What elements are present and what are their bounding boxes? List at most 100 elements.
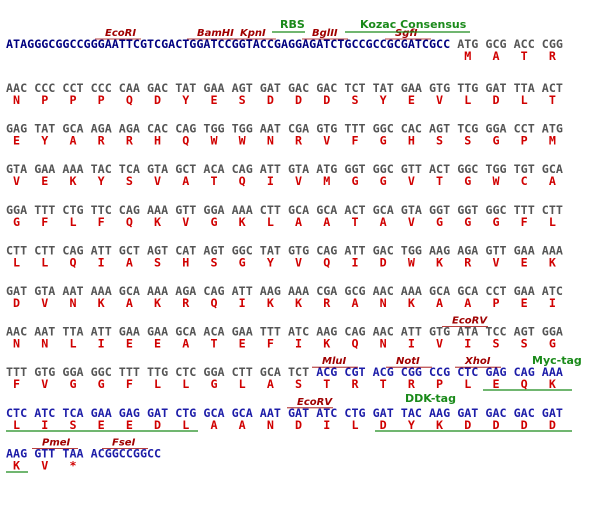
amino-acid: T bbox=[323, 377, 330, 391]
codon: TTG bbox=[457, 81, 478, 95]
codon: CGT bbox=[344, 365, 365, 379]
amino-acid: H bbox=[154, 134, 161, 148]
codon: CAG bbox=[203, 284, 224, 298]
amino-acid: Y bbox=[41, 134, 48, 148]
amino-acid: A bbox=[323, 215, 330, 229]
codon: AAA bbox=[147, 203, 168, 217]
amino-acid: D bbox=[549, 418, 556, 432]
codon: GCA bbox=[429, 284, 450, 298]
codon: AAA bbox=[62, 162, 83, 176]
codon: AAA bbox=[91, 284, 112, 298]
codon: GAA bbox=[119, 325, 140, 339]
codon: TCG bbox=[457, 122, 478, 136]
amino-acid: S bbox=[69, 418, 76, 432]
amino-acid: A bbox=[182, 337, 189, 351]
amino-acid: R bbox=[351, 377, 359, 391]
codon: AAC bbox=[6, 325, 27, 339]
amino-acid: D bbox=[380, 418, 387, 432]
codon: ACA bbox=[203, 325, 224, 339]
amino-acid: K bbox=[69, 174, 76, 188]
codon: TCA bbox=[119, 162, 140, 176]
codon: GGC bbox=[232, 243, 253, 257]
amino-acid: Y bbox=[98, 174, 105, 188]
codon: GGA bbox=[62, 365, 83, 379]
amino-acid: I bbox=[408, 337, 415, 351]
amino-acid: D bbox=[492, 93, 499, 107]
codon: GGA bbox=[485, 122, 506, 136]
amino-acid: R bbox=[182, 296, 190, 310]
amino-acid: E bbox=[521, 296, 528, 310]
amino-acid: H bbox=[182, 255, 189, 269]
codon: AAA bbox=[232, 203, 253, 217]
codon: TCT bbox=[288, 365, 309, 379]
amino-acid: T bbox=[351, 215, 358, 229]
codon: ACG bbox=[316, 365, 337, 379]
codon: GTA bbox=[6, 162, 27, 176]
amino-acid: N bbox=[41, 337, 48, 351]
amino-acid: V bbox=[436, 337, 443, 351]
amino-acid: L bbox=[239, 377, 246, 391]
codon: GAT bbox=[260, 81, 281, 95]
codon: CGA bbox=[316, 284, 337, 298]
amino-acid: M bbox=[549, 134, 556, 148]
amino-acid: A bbox=[239, 418, 246, 432]
amino-acid: V bbox=[323, 134, 330, 148]
amino-acid: K bbox=[549, 255, 556, 269]
codon: GCT bbox=[119, 243, 140, 257]
codon: ATG bbox=[457, 37, 478, 51]
codon: TAC bbox=[91, 162, 112, 176]
codon: GAT bbox=[373, 406, 394, 420]
codon: CTG bbox=[62, 203, 83, 217]
amino-acid: D bbox=[521, 418, 528, 432]
enzyme-site: EcoRI bbox=[105, 28, 136, 39]
amino-acid: V bbox=[295, 255, 302, 269]
codon: CCT bbox=[485, 284, 506, 298]
amino-acid: D bbox=[492, 418, 499, 432]
amino-acid: A bbox=[267, 377, 274, 391]
codon: GTT bbox=[401, 162, 422, 176]
codon: ATT bbox=[260, 162, 281, 176]
codon: GCT bbox=[175, 162, 196, 176]
amino-acid: I bbox=[267, 174, 274, 188]
amino-acid: G bbox=[98, 377, 105, 391]
amino-acid: E bbox=[210, 93, 217, 107]
amino-acid: L bbox=[182, 418, 189, 432]
codon: AAG bbox=[260, 284, 281, 298]
enzyme-site: KpnI bbox=[240, 28, 266, 39]
codon: GTA bbox=[288, 162, 309, 176]
codon: GTG bbox=[288, 243, 309, 257]
codon: GGA bbox=[203, 365, 224, 379]
amino-acid: E bbox=[126, 337, 133, 351]
amino-acid: V bbox=[408, 215, 415, 229]
amino-acid: D bbox=[154, 418, 161, 432]
codon: ATG bbox=[542, 122, 563, 136]
codon: ATA bbox=[457, 325, 478, 339]
amino-acid: L bbox=[267, 215, 274, 229]
codon: GAC bbox=[514, 406, 535, 420]
enzyme-site: BglII bbox=[312, 28, 338, 39]
codon: GCA bbox=[62, 122, 83, 136]
codon: ATT bbox=[344, 243, 365, 257]
codon: GAC bbox=[316, 81, 337, 95]
amino-acid: W bbox=[239, 134, 247, 148]
codon: ACT bbox=[542, 81, 563, 95]
amino-acid: D bbox=[380, 255, 387, 269]
tail-sequence: ACGGCCGGCC bbox=[91, 446, 162, 460]
amino-acid: I bbox=[464, 337, 471, 351]
amino-acid: F bbox=[267, 337, 274, 351]
codon: TAC bbox=[401, 406, 422, 420]
amino-acid: G bbox=[464, 215, 471, 229]
codon: AAG bbox=[6, 446, 27, 460]
amino-acid: G bbox=[492, 134, 499, 148]
amino-acid: I bbox=[323, 418, 330, 432]
amino-acid: D bbox=[295, 418, 302, 432]
amino-acid: F bbox=[98, 215, 105, 229]
codon: AAA bbox=[542, 243, 563, 257]
codon: TAT bbox=[373, 81, 394, 95]
codon: GAC bbox=[485, 406, 506, 420]
amino-acid: N bbox=[13, 337, 20, 351]
codon: CTG bbox=[175, 406, 196, 420]
amino-acid: F bbox=[521, 215, 528, 229]
codon: ATC bbox=[542, 284, 563, 298]
codon: GAT bbox=[542, 406, 563, 420]
